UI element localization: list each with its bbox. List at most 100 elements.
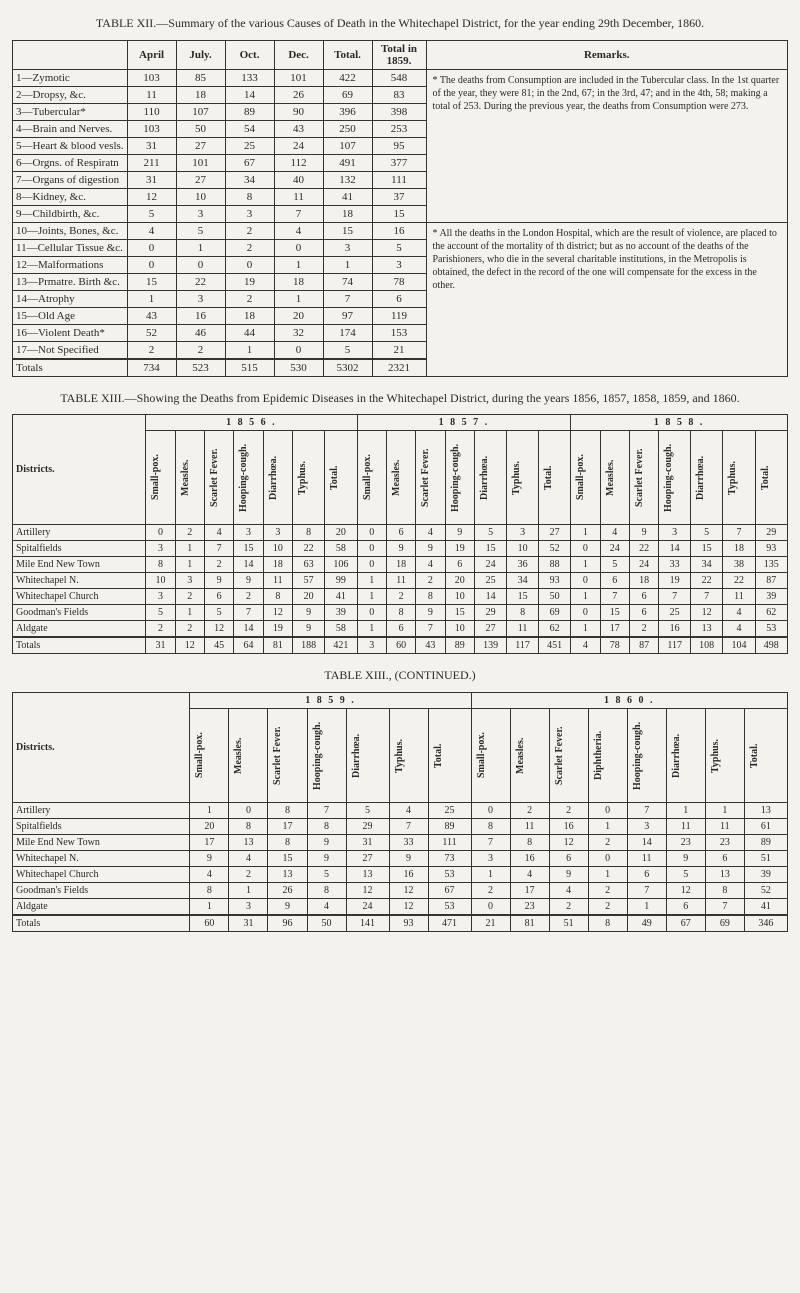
cell: 377 <box>372 154 426 171</box>
cell: 17 <box>600 621 629 638</box>
cell: 3 <box>507 525 539 541</box>
cell: 62 <box>538 621 570 638</box>
col-header: Diarrhœa. <box>694 433 707 522</box>
cell: 1 <box>588 866 627 882</box>
th: Hooping-cough. <box>307 708 346 802</box>
th: Measles. <box>600 431 629 525</box>
cell: 69 <box>705 915 744 932</box>
cell: 2 <box>175 589 204 605</box>
cell: 11 <box>510 818 549 834</box>
cell: 17 <box>510 882 549 898</box>
cell: 8 <box>588 915 627 932</box>
cell: 29 <box>755 525 787 541</box>
th-1857: 1 8 5 7 . <box>357 415 571 431</box>
cell: 0 <box>274 341 323 359</box>
cell: 111 <box>372 171 426 188</box>
col-header: Scarlet Fever. <box>633 433 646 522</box>
cell: 12 <box>175 637 204 654</box>
cell: 89 <box>428 818 471 834</box>
table2-year-row: Districts. 1 8 5 6 . 1 8 5 7 . 1 8 5 8 . <box>13 415 788 431</box>
cell: 13 <box>268 866 307 882</box>
th: Scarlet Fever. <box>268 708 307 802</box>
cell: 3 <box>627 818 666 834</box>
cell: 1 <box>357 621 386 638</box>
cell: 9 <box>190 850 229 866</box>
cell: 44 <box>225 324 274 341</box>
cell: 27 <box>474 621 506 638</box>
cell: 11 <box>263 573 292 589</box>
cell: 9 <box>234 573 263 589</box>
row-label: Whitechapel N. <box>13 850 190 866</box>
cell: 101 <box>176 154 225 171</box>
table1-header-row: April July. Oct. Dec. Total. Total in 18… <box>13 40 788 69</box>
cell: 11 <box>666 818 705 834</box>
cell: 104 <box>723 637 755 654</box>
cell: 174 <box>323 324 372 341</box>
cell: 50 <box>538 589 570 605</box>
row-label: Artillery <box>13 525 146 541</box>
cell: 33 <box>659 557 691 573</box>
cell: 27 <box>176 171 225 188</box>
row-label: 14—Atrophy <box>13 290 128 307</box>
cell: 87 <box>755 573 787 589</box>
cell: 117 <box>507 637 539 654</box>
cell: 8 <box>307 882 346 898</box>
cell: 0 <box>274 239 323 256</box>
cell: 0 <box>225 256 274 273</box>
cell: 1 <box>175 557 204 573</box>
cell: 5 <box>127 205 176 222</box>
cell: 24 <box>629 557 658 573</box>
cell: 50 <box>176 120 225 137</box>
cell: 4 <box>229 850 268 866</box>
cell: 17 <box>190 834 229 850</box>
cell: 5 <box>204 605 233 621</box>
cell: 4 <box>190 866 229 882</box>
cell: 1 <box>229 882 268 898</box>
cell: 0 <box>588 850 627 866</box>
cell: 81 <box>263 637 292 654</box>
cell: 4 <box>549 882 588 898</box>
cell: 7 <box>691 589 723 605</box>
row-label: 16—Violent Death* <box>13 324 128 341</box>
cell: 16 <box>549 818 588 834</box>
cell: 7 <box>627 802 666 818</box>
row-label: 8—Kidney, &c. <box>13 188 128 205</box>
cell: 8 <box>471 818 510 834</box>
cell: 22 <box>691 573 723 589</box>
cell: 32 <box>274 324 323 341</box>
th-total1859: Total in 1859. <box>372 40 426 69</box>
cell: 15 <box>372 205 426 222</box>
col-header: Hooping-cough. <box>631 711 644 800</box>
cell: 1 <box>471 866 510 882</box>
cell: 95 <box>372 137 426 154</box>
cell: 18 <box>323 205 372 222</box>
th: Diarrhœa. <box>666 708 705 802</box>
cell: 69 <box>538 605 570 621</box>
table2-title: TABLE XIII.—Showing the Deaths from Epid… <box>12 391 788 407</box>
cell: 23 <box>510 898 549 915</box>
cell: 0 <box>571 541 600 557</box>
cell: 2 <box>176 341 225 359</box>
cell: 16 <box>510 850 549 866</box>
cell: 253 <box>372 120 426 137</box>
cell: 471 <box>428 915 471 932</box>
cell: 4 <box>416 557 445 573</box>
cell: 7 <box>627 882 666 898</box>
table-row: Whitechapel N.10399115799111220253493061… <box>13 573 788 589</box>
cell: 2 <box>175 621 204 638</box>
cell: 4 <box>274 222 323 239</box>
remarks-1: * The deaths from Consumption are includ… <box>426 69 788 222</box>
cell: 50 <box>307 915 346 932</box>
cell: 11 <box>507 621 539 638</box>
cell: 548 <box>372 69 426 86</box>
cell: 3 <box>471 850 510 866</box>
col-header: Scarlet Fever. <box>271 711 284 800</box>
col-header: Small-pox. <box>149 433 162 522</box>
cell: 2 <box>386 589 415 605</box>
col-header: Total. <box>328 433 341 522</box>
cell: 8 <box>268 834 307 850</box>
cell: 64 <box>234 637 263 654</box>
th: Total. <box>744 708 787 802</box>
cell: 5 <box>146 605 175 621</box>
cell: 26 <box>268 882 307 898</box>
